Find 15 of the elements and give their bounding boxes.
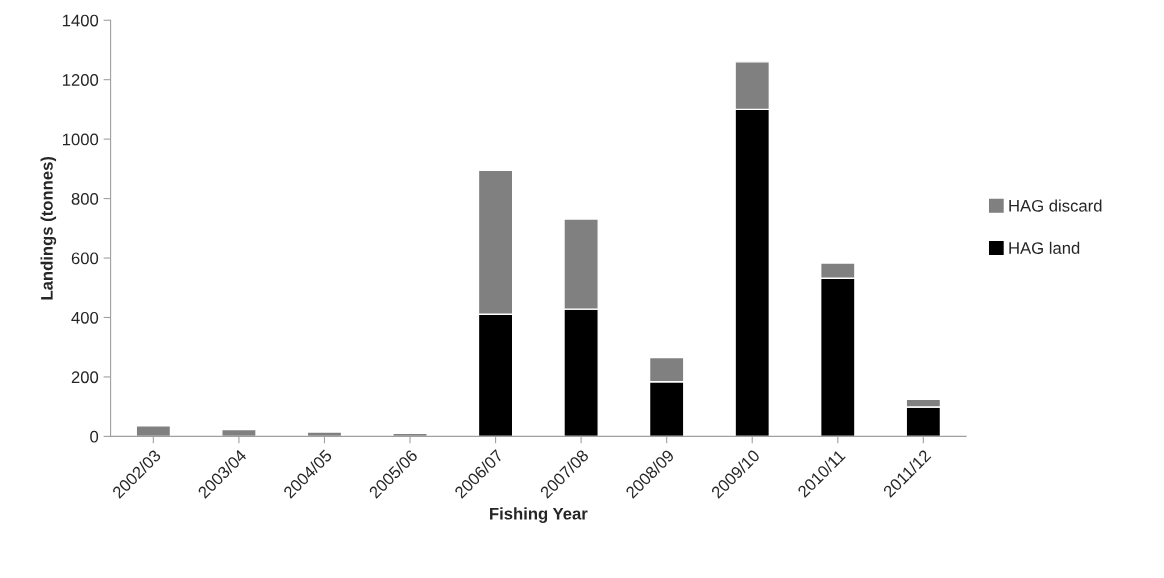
y-tick-label: 1000 — [62, 133, 99, 146]
bar — [306, 431, 343, 437]
y-axis-title: Landings (tonnes) — [40, 156, 57, 300]
legend-label: HAG land — [1009, 241, 1080, 254]
x-axis-title: Fishing Year — [490, 507, 588, 523]
y-tick-label: 600 — [71, 252, 99, 265]
y-tick-label: 1400 — [62, 14, 99, 27]
bar — [135, 424, 172, 437]
y-tick-label: 800 — [71, 192, 99, 205]
y-tick-label: 400 — [71, 311, 99, 324]
y-tick-label: 1200 — [62, 74, 99, 86]
legend-label: HAG discard — [1009, 199, 1102, 212]
y-tick-label: 0 — [90, 430, 99, 443]
bar — [221, 428, 257, 437]
y-tick-label: 200 — [71, 371, 99, 384]
